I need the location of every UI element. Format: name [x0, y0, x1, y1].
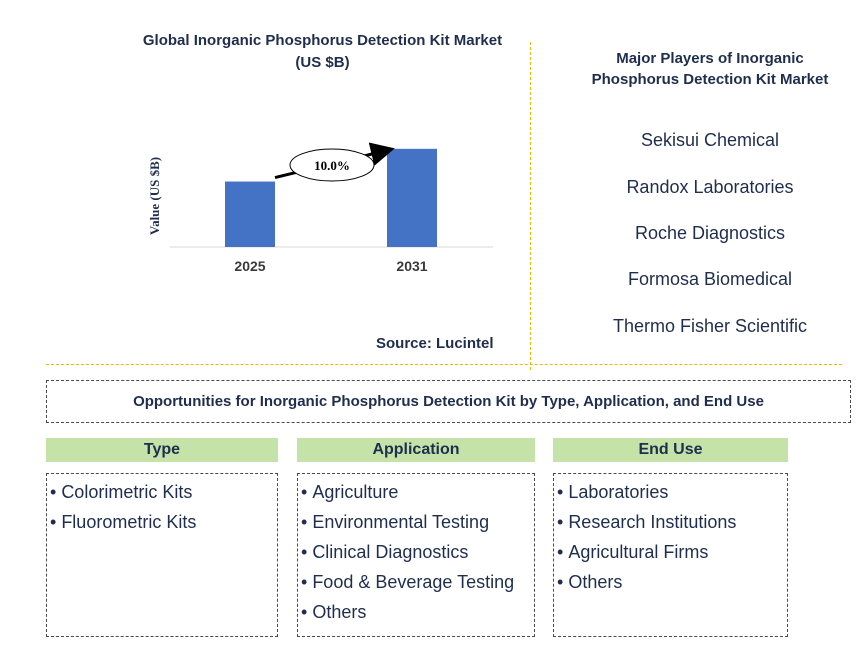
end-use-list: Laboratories Research Institutions Agric… [557, 477, 787, 597]
list-item: Colorimetric Kits [50, 477, 277, 507]
chart-title: Global Inorganic Phosphorus Detection Ki… [110, 30, 535, 74]
list-item: Agricultural Firms [557, 537, 787, 567]
source-note: Source: Lucintel [376, 335, 494, 352]
type-list-box: Colorimetric Kits Fluorometric Kits [46, 473, 278, 637]
players-title: Major Players of Inorganic Phosphorus De… [570, 48, 850, 90]
end-use-header: End Use [553, 438, 788, 462]
bar-2031 [387, 148, 437, 247]
player-item: Roche Diagnostics [634, 223, 786, 243]
list-item: Research Institutions [557, 507, 787, 537]
x-tick-label: 2031 [396, 258, 427, 274]
application-list-box: Agriculture Environmental Testing Clinic… [297, 473, 535, 637]
list-item: Fluorometric Kits [50, 507, 277, 537]
players-title-line-1: Major Players of Inorganic [616, 50, 804, 67]
player-item: Randox Laboratories [626, 177, 794, 197]
application-header: Application [297, 438, 535, 462]
end-use-list-box: Laboratories Research Institutions Agric… [553, 473, 788, 637]
opportunities-title: Opportunities for Inorganic Phosphorus D… [46, 380, 851, 423]
x-tick-label: 2025 [234, 258, 265, 274]
horizontal-divider [46, 364, 842, 365]
y-axis-label: Value (US $B) [147, 157, 162, 235]
vertical-divider [530, 42, 531, 370]
list-item: Others [301, 597, 534, 627]
bar-chart: Value (US $B) 2025 2031 10.0% [147, 142, 493, 274]
application-list: Agriculture Environmental Testing Clinic… [301, 477, 534, 627]
list-item: Environmental Testing [301, 507, 534, 537]
opportunities-title-text: Opportunities for Inorganic Phosphorus D… [133, 393, 764, 410]
growth-bubble [289, 148, 375, 182]
list-item: Laboratories [557, 477, 787, 507]
list-item: Clinical Diagnostics [301, 537, 534, 567]
player-item: Sekisui Chemical [640, 130, 780, 150]
player-item: Thermo Fisher Scientific [612, 316, 808, 336]
list-item: Food & Beverage Testing [301, 567, 534, 597]
type-list: Colorimetric Kits Fluorometric Kits [50, 477, 277, 537]
player-item: Formosa Biomedical [627, 269, 793, 289]
growth-label: 10.0% [314, 158, 350, 173]
list-item: Agriculture [301, 477, 534, 507]
list-item: Others [557, 567, 787, 597]
type-header: Type [46, 438, 278, 462]
players-title-line-2: Phosphorus Detection Kit Market [591, 71, 829, 88]
chart-title-line-2: (US $B) [295, 54, 350, 71]
chart-title-line-1: Global Inorganic Phosphorus Detection Ki… [142, 32, 503, 49]
bar-2025 [225, 181, 275, 247]
